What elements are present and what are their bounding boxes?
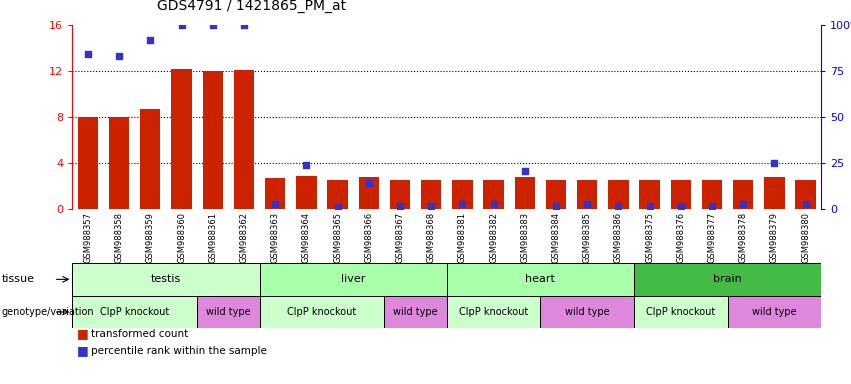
Bar (390, 180, 410, 209)
Point (643, 202, 656, 209)
Text: wild type: wild type (206, 307, 251, 317)
Text: percentile rank within the sample: percentile rank within the sample (91, 346, 267, 356)
Bar (728, 296, 821, 328)
Bar (447, 263, 634, 296)
Point (487, 201, 500, 207)
Bar (733, 180, 753, 209)
Text: transformed count: transformed count (91, 328, 188, 339)
Text: tissue: tissue (2, 274, 35, 285)
Text: heart: heart (525, 274, 556, 285)
Text: ■: ■ (77, 344, 89, 357)
Bar (796, 180, 816, 209)
Bar (296, 176, 317, 209)
Bar (72, 296, 197, 328)
Bar (634, 263, 821, 296)
Point (455, 201, 469, 207)
Bar (171, 69, 191, 209)
Bar (234, 70, 254, 209)
Point (268, 201, 282, 207)
Point (393, 202, 407, 209)
Bar (358, 177, 379, 209)
Point (705, 202, 719, 209)
Point (518, 167, 532, 174)
Text: genotype/variation: genotype/variation (2, 307, 94, 317)
Bar (72, 263, 260, 296)
Text: liver: liver (341, 274, 365, 285)
Point (206, 22, 220, 28)
Bar (702, 180, 722, 209)
Point (549, 202, 563, 209)
Point (331, 204, 345, 210)
Bar (260, 296, 385, 328)
Point (144, 36, 157, 43)
Point (736, 201, 750, 207)
Bar (265, 178, 285, 209)
Text: ClpP knockout: ClpP knockout (646, 307, 716, 317)
Bar (452, 180, 472, 209)
Point (799, 201, 813, 207)
Point (768, 160, 781, 166)
Bar (260, 263, 447, 296)
Bar (483, 180, 504, 209)
Bar (109, 117, 129, 209)
Point (580, 201, 594, 207)
Point (300, 162, 313, 168)
Point (612, 202, 625, 209)
Text: ■: ■ (77, 327, 89, 340)
Bar (328, 180, 348, 209)
Point (174, 22, 188, 28)
Text: ClpP knockout: ClpP knockout (459, 307, 528, 317)
Bar (545, 180, 566, 209)
Text: wild type: wild type (393, 307, 438, 317)
Text: brain: brain (713, 274, 742, 285)
Point (362, 180, 375, 187)
Text: wild type: wild type (752, 307, 797, 317)
Point (112, 53, 126, 60)
Bar (77, 117, 98, 209)
Point (425, 202, 438, 209)
Bar (447, 296, 540, 328)
Bar (421, 180, 442, 209)
Bar (764, 177, 785, 209)
Bar (671, 180, 691, 209)
Bar (515, 177, 535, 209)
Bar (634, 296, 728, 328)
Text: wild type: wild type (565, 307, 609, 317)
Bar (140, 109, 161, 209)
Bar (608, 180, 629, 209)
Text: GDS4791 / 1421865_PM_at: GDS4791 / 1421865_PM_at (157, 0, 346, 13)
Bar (540, 296, 634, 328)
Bar (639, 180, 660, 209)
Bar (203, 71, 223, 209)
Text: ClpP knockout: ClpP knockout (288, 307, 357, 317)
Bar (385, 296, 447, 328)
Point (81, 51, 94, 58)
Point (237, 22, 251, 28)
Text: ClpP knockout: ClpP knockout (100, 307, 169, 317)
Bar (197, 296, 260, 328)
Bar (577, 180, 597, 209)
Point (674, 202, 688, 209)
Text: testis: testis (151, 274, 181, 285)
